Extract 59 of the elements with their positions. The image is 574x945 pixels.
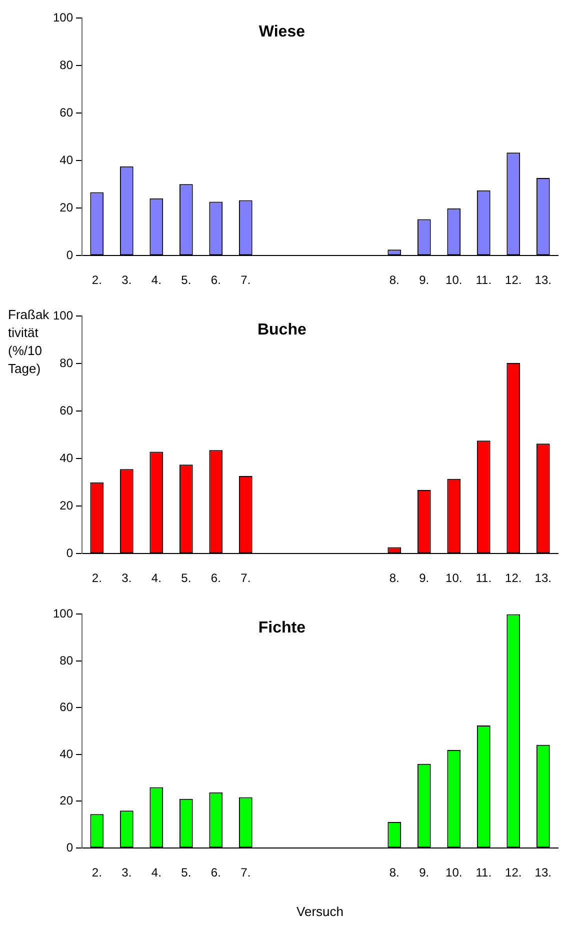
- x-tick-label: 6.: [210, 571, 221, 586]
- y-tick-label: 100: [52, 606, 74, 621]
- x-tick-label: 6.: [210, 866, 221, 880]
- x-tick-label: 8.: [389, 273, 400, 288]
- y-tick-label: 40: [60, 152, 74, 167]
- y-tick-label: 60: [60, 403, 74, 418]
- x-tick-label: 5.: [181, 273, 192, 288]
- x-tick-label: 13.: [534, 866, 552, 880]
- y-tick-label: 20: [60, 794, 74, 808]
- y-tick-label: 0: [66, 248, 74, 262]
- x-tick-label: 7.: [240, 273, 251, 288]
- x-tick-label: 4.: [151, 866, 162, 880]
- x-tick-label: 5.: [181, 866, 192, 880]
- x-tick-label: 9.: [419, 571, 430, 586]
- y-tick-label: 0: [66, 840, 74, 854]
- x-tick-label: 4.: [151, 273, 162, 288]
- y-tick-label: 80: [60, 356, 74, 370]
- x-tick-label: 2.: [92, 866, 102, 880]
- x-tick-label: 4.: [151, 571, 162, 586]
- y-axis-title: Fraßaktivität (%/10 Tage): [8, 306, 50, 378]
- y-tick-label: 100: [52, 308, 74, 323]
- x-tick-label: 13.: [534, 273, 552, 288]
- y-tick-label: 20: [60, 200, 74, 214]
- y-tick-label: 20: [60, 498, 74, 512]
- x-tick-label: 9.: [419, 273, 430, 288]
- y-tick-label: 0: [66, 546, 74, 560]
- x-tick-label: 10.: [446, 866, 462, 880]
- x-tick-label: 3.: [122, 273, 132, 288]
- x-tick-label: 8.: [389, 866, 400, 880]
- x-tick-label: 11.: [476, 273, 492, 288]
- y-tick-label: 60: [60, 700, 74, 714]
- x-tick-label: 13.: [534, 571, 552, 586]
- x-tick-label: 3.: [122, 571, 132, 586]
- y-tick-label: 60: [60, 105, 74, 120]
- x-tick-label: 10.: [446, 273, 462, 288]
- x-tick-label: 12.: [505, 866, 522, 880]
- y-tick-label: 80: [60, 653, 74, 668]
- x-tick-label: 11.: [476, 866, 492, 880]
- y-tick-label: 100: [52, 10, 74, 25]
- y-tick-label: 40: [60, 450, 74, 465]
- chart-title: Fichte: [258, 620, 306, 637]
- x-tick-label: 3.: [122, 866, 132, 880]
- x-tick-label: 8.: [389, 571, 400, 586]
- x-tick-label: 6.: [210, 273, 221, 288]
- x-tick-label: 11.: [476, 571, 492, 586]
- y-tick-label: 80: [60, 58, 74, 72]
- x-tick-label: 5.: [181, 571, 192, 586]
- x-tick-label: 9.: [419, 866, 430, 880]
- y-tick-label: 40: [60, 746, 74, 761]
- x-tick-label: 12.: [505, 571, 522, 586]
- x-tick-label: 10.: [446, 571, 462, 586]
- x-tick-label: 12.: [505, 273, 522, 288]
- x-tick-label: 7.: [240, 571, 251, 586]
- x-tick-label: 2.: [92, 571, 102, 586]
- chart-title: Wiese: [258, 24, 306, 41]
- x-tick-label: 2.: [92, 273, 102, 288]
- chart-title: Buche: [257, 322, 306, 339]
- x-axis-title: Versuch: [296, 904, 344, 919]
- x-tick-label: 7.: [240, 866, 251, 880]
